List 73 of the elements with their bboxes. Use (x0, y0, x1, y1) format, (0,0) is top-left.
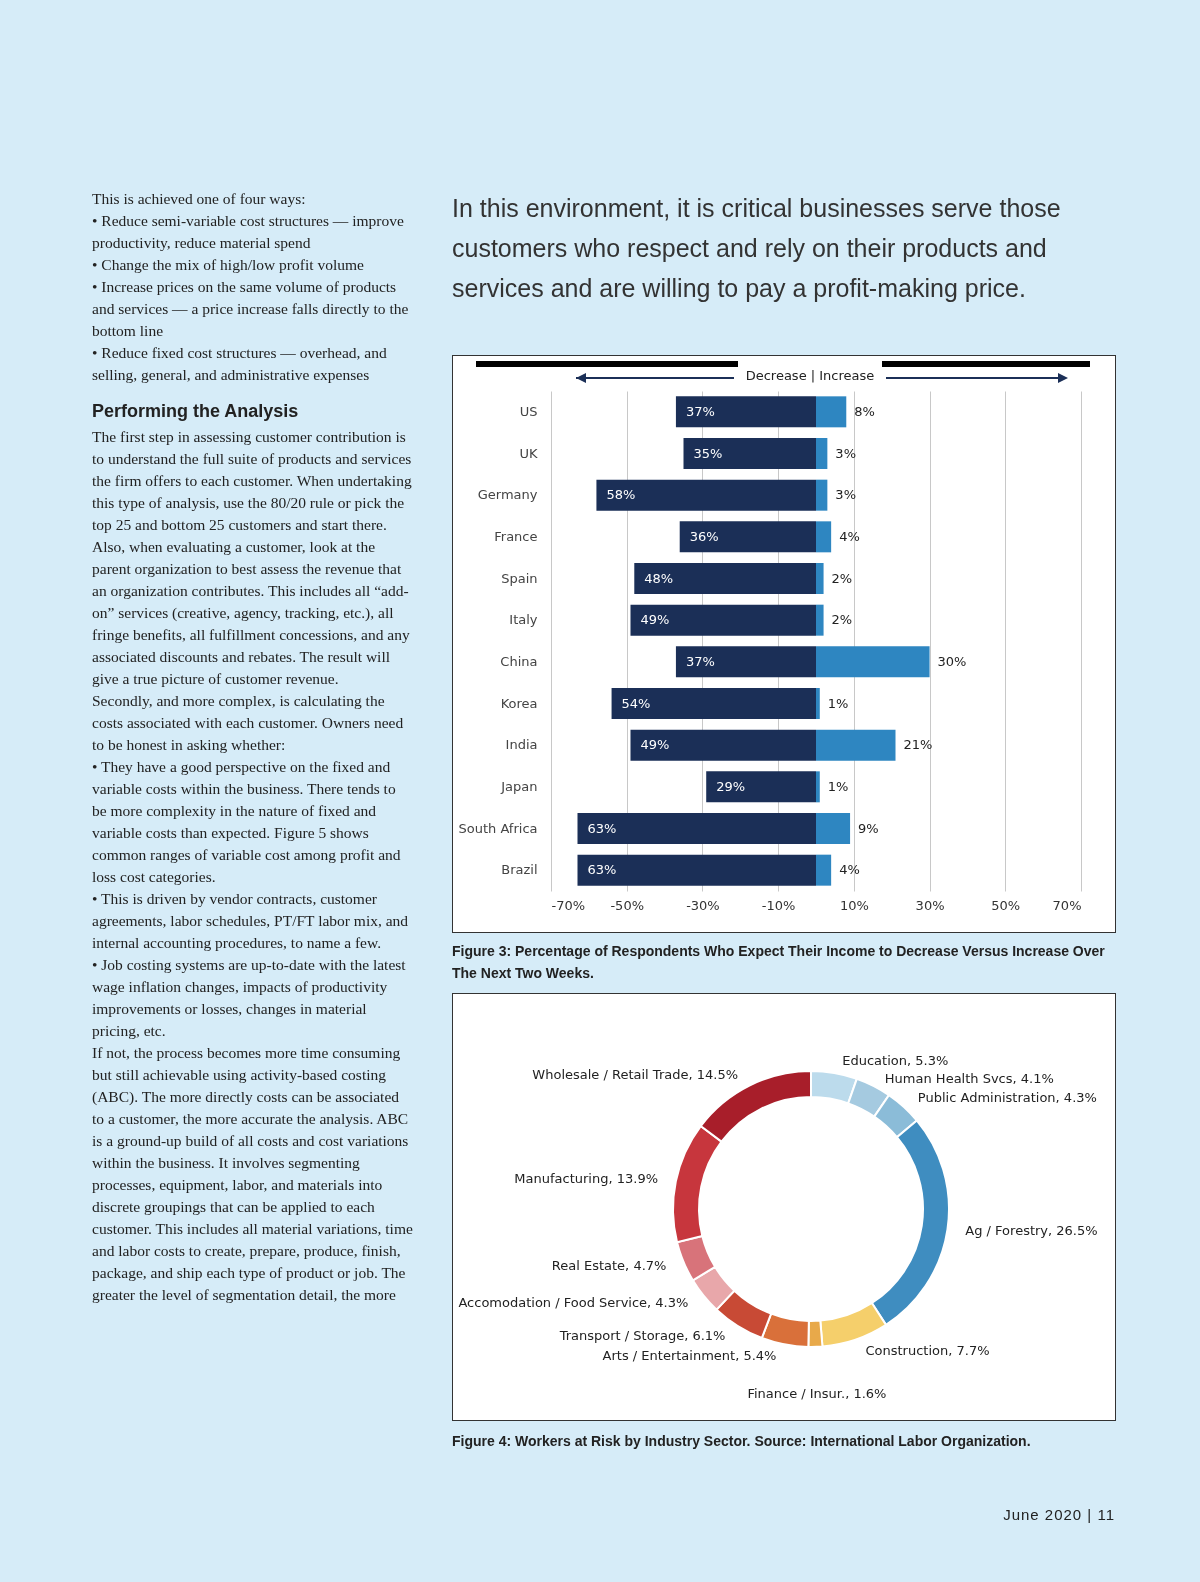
x-tick-label: -10% (761, 897, 796, 913)
data-label: 4% (839, 862, 860, 878)
y-tick-label: Brazil (501, 862, 538, 878)
y-tick-label: China (500, 653, 538, 669)
y-tick-label: South Africa (458, 820, 538, 836)
x-tick-label: -50% (610, 897, 645, 913)
y-tick-label: US (519, 403, 538, 419)
y-tick-label: Germany (477, 487, 538, 503)
data-label: 58% (606, 487, 636, 503)
data-label: 29% (716, 778, 746, 794)
text: Figure 4: Workers at Risk by Industry Sector. Source: International Labor Organization. (452, 1432, 1032, 1451)
data-label: 36% (689, 528, 719, 544)
data-label: 54% (621, 695, 651, 711)
text: • Increase prices on the same volume of products and services — a price increase falls directly to the bottom line (92, 277, 410, 341)
data-label: 30% (937, 653, 967, 669)
data-label: 1% (827, 778, 849, 794)
slice-label: Construction, 7.7% (865, 1342, 990, 1358)
text: Secondly, and more complex, is calculating the costs associated with each customer. Owners need to be honest in asking whether: (92, 691, 405, 755)
x-tick-label: 70% (1052, 897, 1082, 913)
text: • Job costing systems are up-to-date with the latest wage inflation changes, impacts of productivity improvements or losses, changes in material pricing, etc. (92, 955, 407, 1041)
data-label: 3% (835, 445, 856, 461)
data-label: 2% (831, 612, 853, 628)
caption: Figure 3: Percentage of Respondents Who Expect Their Income to Decrease Versus Increase Over The Next Two Weeks. (452, 942, 1106, 983)
text: • Change the mix of high/low profit volume (92, 255, 365, 275)
data-label: 35% (693, 445, 723, 461)
text: If not, the process becomes more time consuming but still achievable using activity-based costing (ABC). The more directly costs can be associated to a customer, the more accurate the analysis. ABC is a ground-up build of all costs and cost variations within the business. It involves segmenting processes, equipment, labor, and materials into discrete groupings that can be applied to each customer. This includes all material variations, time and labor costs to create, prepare, produce, finish, package, and ship each type of product or job. The greater the level of segmentation detail, the more (92, 1044, 413, 1303)
data-label: 37% (685, 403, 715, 419)
data-label: 4% (839, 528, 860, 544)
text: In this environment, it is critical businesses serve those customers who respect and rely on their products and services and are willing to pay a profit-making price. (452, 193, 1062, 304)
x-tick-label: 50% (991, 897, 1021, 913)
slice-label: Ag / Forestry, 26.5% (965, 1223, 1098, 1239)
data-label: 63% (587, 862, 617, 878)
data-label: 49% (640, 612, 670, 628)
data-label: 63% (587, 820, 617, 836)
y-tick-label: UK (519, 445, 538, 461)
x-tick-label: -30% (686, 897, 720, 913)
text: • Reduce fixed cost structures — overhead, and selling, general, and administrative expenses (92, 343, 388, 385)
data-label: 3% (835, 487, 856, 503)
slice-label: Manufacturing, 13.9% (514, 1171, 659, 1187)
y-tick-label: Korea (500, 695, 538, 711)
slice-label: Real Estate, 4.7% (551, 1258, 667, 1274)
text: • They have a good perspective on the fixed and variable costs within the business. There tends to be more complexity in the nature of fixed and variable costs than expected. Figure 5 shows common ranges of variable cost among profit and loss cost categories. (92, 757, 402, 887)
text: This is achieved one of four ways: (92, 189, 307, 209)
text: June 2020 | 11 (1003, 1506, 1115, 1523)
data-label: 2% (831, 570, 853, 586)
data-label: 9% (858, 820, 879, 836)
data-label: 1% (827, 695, 849, 711)
x-tick-label: 30% (915, 897, 945, 913)
slice-label: Education, 5.3% (842, 1053, 949, 1069)
slice-label: Wholesale / Retail Trade, 14.5% (532, 1066, 739, 1082)
slice-label: Finance / Insur., 1.6% (747, 1385, 887, 1401)
y-tick-label: Spain (501, 570, 538, 586)
text: The first step in assessing customer contribution is to understand the full suite of products and services the firm offers to each customer. When undertaking this type of analysis, use the 80/20 rule or pick the top 25 and bottom 25 customers and start there. Also, when evaluating a customer, look at the parent organization to best assess the revenue that an organization contributes. This includes all “add-on” services (creative, agency, tracking, etc.), all fringe benefits, all fulfillment concessions, and any associated discounts and rebates. The result will give a true picture of customer revenue. (92, 428, 412, 687)
y-tick-label: France (494, 528, 538, 544)
data-label: 21% (903, 737, 933, 753)
x-tick-label: -70% (551, 897, 586, 913)
y-tick-label: Japan (500, 778, 538, 794)
y-tick-label: Italy (509, 612, 538, 628)
x-tick-label: 10% (839, 897, 869, 913)
y-tick-label: India (505, 737, 538, 753)
chart-title: Decrease | Increase (745, 367, 875, 383)
text: Performing the Analysis (92, 400, 300, 422)
slice-label: Public Administration, 4.3% (917, 1089, 1097, 1105)
data-label: 8% (854, 403, 875, 419)
slice-label: Arts / Entertainment, 5.4% (602, 1348, 777, 1364)
data-label: 48% (644, 570, 674, 586)
slice-label: Transport / Storage, 6.1% (558, 1328, 726, 1344)
data-label: 37% (685, 653, 715, 669)
text: • Reduce semi-variable cost structures — improve productivity, reduce material spend (92, 211, 405, 253)
text: • This is driven by vendor contracts, customer agreements, labor schedules, PT/FT labor mix, and internal accounting procedures, to name a few. (92, 889, 410, 953)
slice-label: Accomodation / Food Service, 4.3% (458, 1295, 689, 1311)
slice-label: Human Health Svcs, 4.1% (884, 1071, 1054, 1087)
data-label: 49% (640, 737, 670, 753)
